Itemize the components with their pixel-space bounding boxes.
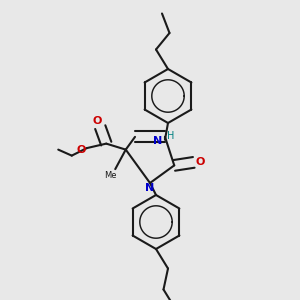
Text: N: N	[153, 136, 162, 146]
Text: O: O	[93, 116, 102, 125]
Text: O: O	[77, 145, 86, 154]
Text: Me: Me	[104, 171, 117, 180]
Text: H: H	[167, 131, 174, 141]
Text: N: N	[146, 183, 154, 194]
Text: O: O	[196, 158, 205, 167]
